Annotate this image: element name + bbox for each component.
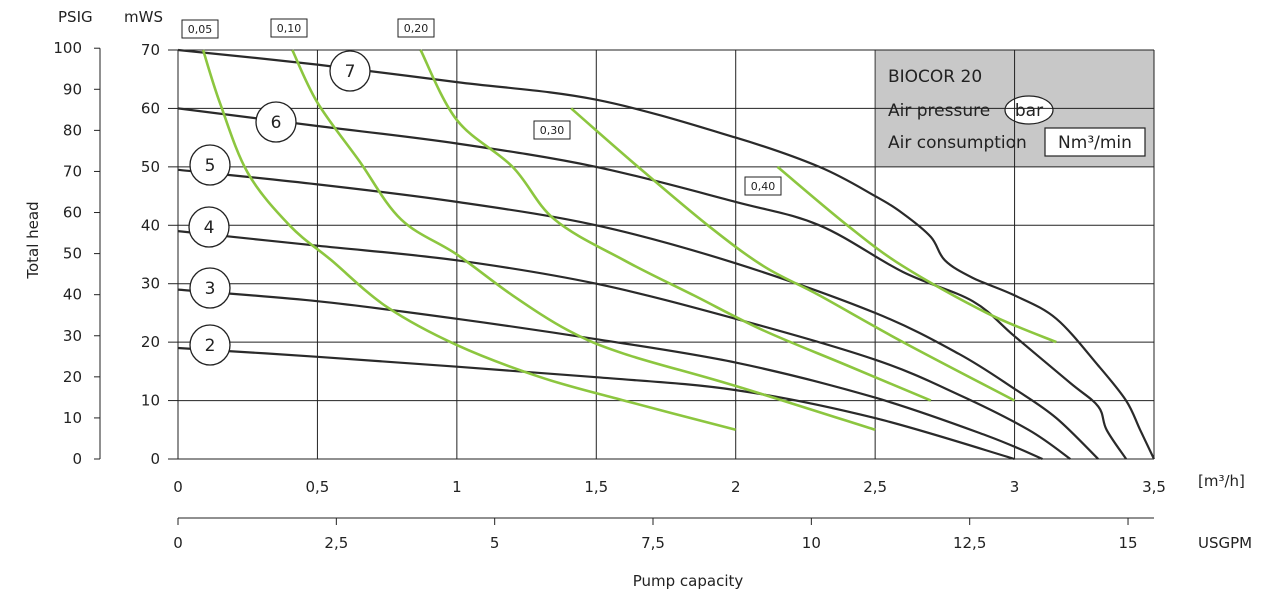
- x-tick-label: 2: [731, 478, 741, 496]
- psig-tick-label: 40: [63, 286, 82, 304]
- pressure-label-circle-5: [189, 144, 231, 186]
- air-pressure-unit-badge: [1004, 95, 1054, 125]
- usgpm-tick-label: 2,5: [324, 534, 348, 552]
- consumption-label-0-40: 0,40: [751, 180, 776, 193]
- mws-tick-label: 0: [150, 450, 160, 468]
- x-tick-label: 1: [452, 478, 462, 496]
- usgpm-unit-label: USGPM: [1198, 534, 1252, 552]
- x-tick-label: 0: [173, 478, 183, 496]
- pressure-label-circle-2: [189, 324, 231, 366]
- pressure-curve-2-bar: [177, 346, 1015, 461]
- usgpm-tick-label: 10: [802, 534, 821, 552]
- x-axis-title: Pump capacity: [633, 572, 744, 590]
- pressure-label-circle-4: [188, 206, 230, 248]
- x-tick-label: 0,5: [305, 478, 329, 496]
- mws-tick-label: 60: [141, 99, 160, 117]
- air-consumption-unit-badge: [1044, 127, 1146, 157]
- mws-tick-label: 30: [141, 275, 160, 293]
- air-consumption-unit: Nm³/min: [1058, 133, 1132, 153]
- psig-tick-label: 20: [63, 368, 82, 386]
- pressure-curves: [177, 48, 1155, 461]
- air-consumption-label: Air consumption: [888, 133, 1027, 153]
- pressure-curve-6-bar: [177, 107, 1128, 460]
- grid: [177, 49, 1155, 460]
- mws-tick-label: 40: [141, 216, 160, 234]
- consumption-label-0-10: 0,10: [277, 22, 302, 35]
- consumption-label-0-05: 0,05: [188, 23, 213, 36]
- psig-tick-label: 0: [72, 450, 82, 468]
- pressure-label-circle-6: [255, 101, 297, 143]
- psig-unit-label: PSIG: [58, 8, 93, 26]
- x-tick-label: 3,5: [1142, 478, 1166, 496]
- psig-tick-label: 70: [63, 162, 82, 180]
- consumption-label-0-30: 0,30: [540, 124, 565, 137]
- air-curve-0-30: [570, 107, 1016, 402]
- pressure-label-4: 4: [204, 218, 215, 238]
- curve-labels: 7 6 5 4 3 2 0,05 0,10 0,20 0,30 0,40: [181, 18, 782, 366]
- consumption-label-box: [397, 18, 435, 38]
- pressure-label-6: 6: [271, 113, 282, 133]
- x-tick-label: 3: [1010, 478, 1020, 496]
- consumption-label-box: [744, 176, 782, 196]
- air-pressure-label: Air pressure: [888, 101, 990, 121]
- x-tick-label: 2,5: [863, 478, 887, 496]
- mws-tick-label: 20: [141, 333, 160, 351]
- m3h-unit-label: [m³/h]: [1198, 472, 1245, 490]
- pressure-curve-7-bar: [177, 48, 1155, 460]
- pressure-curve-4-bar: [177, 230, 1071, 460]
- pressure-curve-3-bar: [177, 288, 1043, 461]
- mws-tick-label: 10: [141, 392, 160, 410]
- pressure-label-circle-7: [329, 50, 371, 92]
- y-axis-title: Total head: [24, 201, 42, 279]
- air-curve-0-20: [419, 49, 932, 402]
- air-curve-0-05: [201, 49, 737, 432]
- usgpm-tick-label: 0: [173, 534, 183, 552]
- usgpm-tick-label: 12,5: [953, 534, 986, 552]
- consumption-label-0-20: 0,20: [404, 22, 429, 35]
- pressure-label-circle-3: [189, 267, 231, 309]
- consumption-label-box: [270, 18, 308, 38]
- air-pressure-unit: bar: [1015, 101, 1043, 121]
- psig-tick-label: 10: [63, 409, 82, 427]
- pressure-label-2: 2: [205, 336, 216, 356]
- air-curve-0-10: [291, 49, 876, 432]
- mws-tick-label: 70: [141, 41, 160, 59]
- psig-tick-label: 50: [63, 245, 82, 263]
- consumption-label-box: [533, 120, 571, 140]
- pressure-label-5: 5: [205, 156, 216, 176]
- consumption-label-box: [181, 19, 219, 39]
- pressure-label-3: 3: [205, 279, 216, 299]
- air-curve-0-40: [776, 165, 1057, 344]
- x-tick-label: 1,5: [584, 478, 608, 496]
- pressure-curve-5-bar: [177, 168, 1099, 460]
- psig-tick-label: 90: [63, 80, 82, 98]
- psig-tick-label: 80: [63, 121, 82, 139]
- usgpm-tick-label: 7,5: [641, 534, 665, 552]
- psig-tick-label: 30: [63, 327, 82, 345]
- psig-tick-label: 60: [63, 204, 82, 222]
- usgpm-tick-label: 15: [1118, 534, 1137, 552]
- pressure-label-7: 7: [345, 62, 356, 82]
- mws-unit-label: mWS: [124, 8, 163, 26]
- psig-tick-label: 100: [53, 39, 82, 57]
- info-box-title: BIOCOR 20: [888, 67, 982, 87]
- usgpm-tick-label: 5: [490, 534, 500, 552]
- mws-tick-label: 50: [141, 158, 160, 176]
- air-consumption-curves: [201, 49, 1057, 432]
